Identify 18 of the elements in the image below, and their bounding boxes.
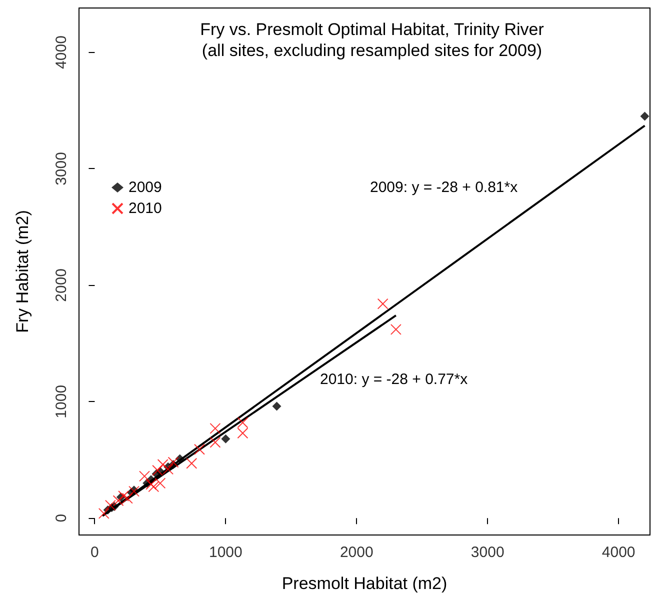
legend-label: 2009	[128, 179, 162, 196]
y-tick-label: 4000	[53, 36, 70, 69]
y-tick-label: 1000	[53, 384, 70, 418]
x-tick-label: 0	[90, 544, 99, 561]
y-tick-label: 0	[53, 514, 70, 522]
legend-label: 2010	[128, 200, 162, 217]
text: Fry vs. Presmolt Optimal Habitat, Trinity River	[200, 20, 544, 39]
x-axis-title: Presmolt Habitat (m2)	[282, 574, 448, 593]
annotation: 2009: y = -28 + 0.81*x	[370, 179, 518, 196]
x-tick-label: 3000	[470, 544, 504, 561]
x-tick-label: 4000	[602, 544, 636, 561]
annotation: 2010: y = -28 + 0.77*x	[320, 371, 468, 388]
y-tick-label: 2000	[53, 268, 70, 302]
x-tick-label: 1000	[208, 544, 242, 561]
text: (all sites, excluding resampled sites for 2009)	[202, 41, 542, 60]
x-tick-label: 2000	[340, 544, 374, 561]
y-axis-title: Fry Habitat (m2)	[13, 210, 32, 333]
y-tick-label: 3000	[53, 152, 70, 186]
